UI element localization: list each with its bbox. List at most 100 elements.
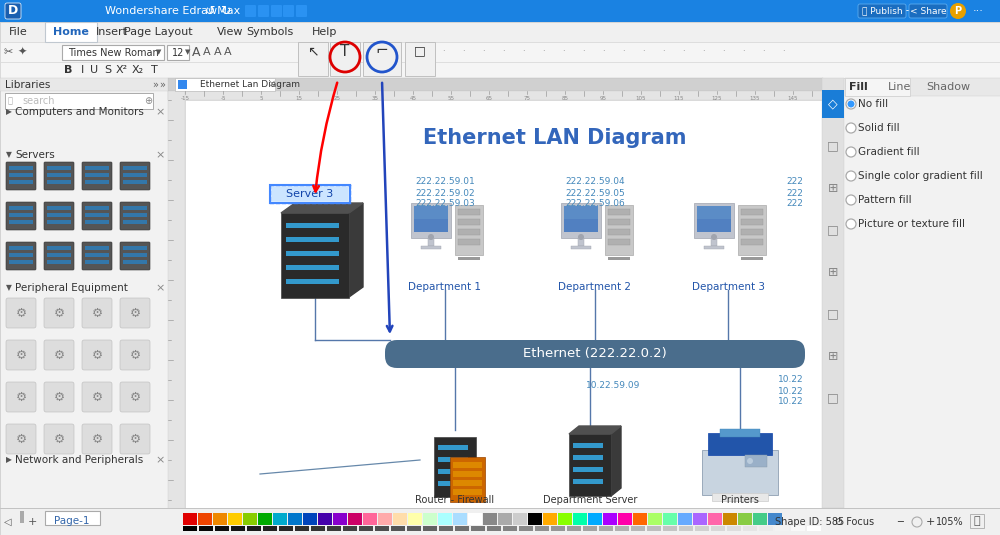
Bar <box>258 513 272 525</box>
Bar <box>599 526 613 531</box>
FancyBboxPatch shape <box>44 298 74 328</box>
Text: ─: ─ <box>902 6 908 16</box>
Bar <box>775 526 789 531</box>
Text: ✂: ✂ <box>3 47 13 57</box>
Text: 222.22.59.04: 222.22.59.04 <box>733 178 793 187</box>
Bar <box>411 203 451 238</box>
FancyBboxPatch shape <box>44 242 74 270</box>
Bar <box>694 203 734 238</box>
Bar <box>85 246 109 250</box>
Bar <box>423 513 437 525</box>
Text: ⚙: ⚙ <box>129 348 141 362</box>
Bar <box>711 526 725 531</box>
Bar <box>85 253 109 257</box>
Bar <box>608 219 630 225</box>
FancyBboxPatch shape <box>6 340 36 370</box>
Bar <box>564 206 598 219</box>
Text: Department 3: Department 3 <box>692 282 765 292</box>
Bar <box>571 246 591 249</box>
FancyBboxPatch shape <box>120 424 150 454</box>
Bar <box>450 457 485 502</box>
Text: ·: · <box>482 48 484 57</box>
Bar <box>62 45 164 60</box>
Bar <box>47 166 71 170</box>
Text: Servers: Servers <box>15 150 55 160</box>
Bar <box>693 513 707 525</box>
Text: Single color gradient fill: Single color gradient fill <box>858 171 983 181</box>
Bar <box>573 455 603 460</box>
Text: T: T <box>340 43 350 58</box>
Text: Ethernet (222.22.0.2): Ethernet (222.22.0.2) <box>523 348 667 361</box>
Text: 222: 222 <box>786 200 803 209</box>
Bar <box>564 206 598 232</box>
Bar <box>363 513 377 525</box>
Bar <box>0 508 1000 535</box>
Bar <box>9 166 33 170</box>
FancyBboxPatch shape <box>44 382 74 412</box>
Text: search: search <box>22 96 54 106</box>
Bar <box>281 213 349 298</box>
Text: Times New Roman: Times New Roman <box>68 48 158 57</box>
FancyBboxPatch shape <box>245 5 256 17</box>
Bar <box>702 450 778 495</box>
Circle shape <box>846 99 856 109</box>
Text: U: U <box>90 65 98 75</box>
Text: ↺: ↺ <box>205 4 215 18</box>
Text: 🔍: 🔍 <box>8 96 13 105</box>
Bar <box>348 513 362 525</box>
Bar <box>343 526 357 531</box>
Bar <box>615 526 629 531</box>
Bar <box>247 526 261 531</box>
Text: Department Server: Department Server <box>543 495 637 505</box>
Bar <box>727 526 741 531</box>
Bar <box>168 78 823 91</box>
Text: ⚙: ⚙ <box>15 348 27 362</box>
Bar <box>605 205 633 255</box>
Circle shape <box>288 455 322 488</box>
Bar <box>453 489 482 495</box>
Bar <box>513 513 527 525</box>
Bar <box>9 260 33 264</box>
FancyBboxPatch shape <box>909 4 947 18</box>
Bar <box>318 513 332 525</box>
Text: Symbols: Symbols <box>246 27 294 37</box>
Text: ✦: ✦ <box>17 47 27 57</box>
Bar <box>228 513 242 525</box>
Bar <box>423 526 437 531</box>
Text: 75: 75 <box>524 96 530 101</box>
Bar <box>468 513 482 525</box>
Bar <box>663 526 677 531</box>
Bar <box>631 526 645 531</box>
Bar <box>439 526 453 531</box>
Text: 10.22: 10.22 <box>778 376 804 385</box>
Bar <box>519 526 533 531</box>
Bar <box>414 206 448 232</box>
Text: ×: × <box>155 283 165 293</box>
Circle shape <box>711 234 717 240</box>
Bar <box>421 246 441 249</box>
Bar <box>487 526 501 531</box>
Text: Peripheral Equipment: Peripheral Equipment <box>15 283 128 293</box>
Text: 85: 85 <box>562 96 568 101</box>
Bar <box>458 229 480 235</box>
FancyBboxPatch shape <box>6 298 36 328</box>
Text: 222.22.59.03: 222.22.59.03 <box>415 200 475 209</box>
Text: Pattern fill: Pattern fill <box>858 195 912 205</box>
Text: Shape ID: 585: Shape ID: 585 <box>775 517 845 527</box>
Text: ···: ··· <box>973 6 983 16</box>
Bar <box>9 206 33 210</box>
Text: 105: 105 <box>636 96 646 101</box>
Text: 222.22.59.05: 222.22.59.05 <box>565 188 625 197</box>
Text: Router - Firewall: Router - Firewall <box>415 495 495 505</box>
Bar <box>286 237 339 242</box>
Bar <box>47 253 71 257</box>
Bar <box>414 206 448 219</box>
Bar <box>561 203 601 238</box>
FancyBboxPatch shape <box>5 3 21 19</box>
Text: T: T <box>151 65 157 75</box>
Bar <box>414 206 448 232</box>
Bar <box>123 260 147 264</box>
Bar <box>178 80 187 89</box>
Text: 222: 222 <box>786 188 803 197</box>
Text: Printers: Printers <box>721 495 759 505</box>
